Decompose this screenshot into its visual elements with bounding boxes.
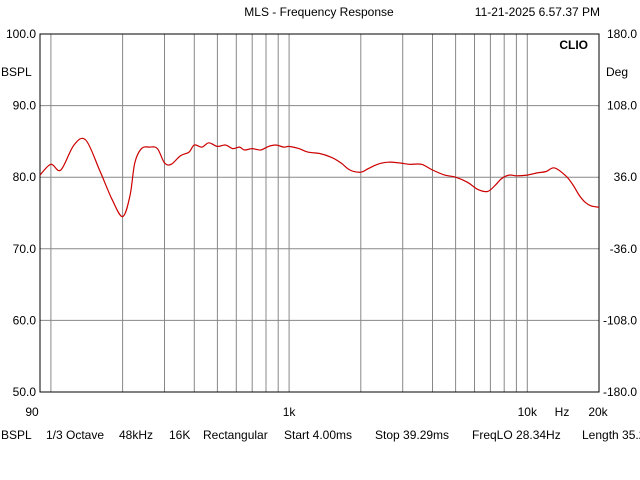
y-tick-label-left: 50.0 — [13, 385, 37, 399]
y-tick-label-right: 108.0 — [607, 99, 637, 113]
y-tick-label-right: -108.0 — [603, 313, 637, 327]
x-tick-label: 10k — [518, 405, 538, 419]
x-axis-ticks: 90 1k 10k 20k — [25, 405, 608, 419]
y-tick-label-left: 100.0 — [6, 27, 36, 41]
y-tick-label-right: 180.0 — [607, 27, 637, 41]
footer-start: Start 4.00ms — [284, 428, 353, 442]
x-tick-label: 90 — [25, 405, 39, 419]
plot-frame — [39, 33, 600, 393]
x-tick-label: 20k — [588, 405, 608, 419]
frequency-response-line — [39, 137, 600, 218]
y-tick-label-left: 80.0 — [13, 170, 37, 184]
frequency-response-chart: MLS - Frequency Response 11-21-2025 6.57… — [1, 5, 637, 419]
y-tick-label-right: -180.0 — [603, 385, 637, 399]
y-axis-right-ticks: 180.0 108.0 36.0 -36.0 -108.0 -180.0 — [603, 27, 637, 399]
y-tick-label-left: 60.0 — [13, 313, 37, 327]
footer-sample-rate: 48kHz — [119, 428, 154, 442]
plot-area[interactable] — [40, 34, 599, 392]
y-axis-right-unit: Deg — [606, 65, 628, 79]
y-tick-label-right: -36.0 — [610, 242, 638, 256]
y-tick-label-left: 90.0 — [13, 99, 37, 113]
timestamp: 11-21-2025 6.57.37 PM — [475, 5, 600, 19]
y-axis-left-unit: BSPL — [1, 65, 32, 79]
grid-lines — [40, 34, 599, 392]
footer-smoothing: 1/3 Octave — [46, 428, 105, 442]
footer-unit: BSPL — [1, 428, 32, 442]
measurement-settings-bar: BSPL 1/3 Octave 48kHz 16K Rectangular St… — [0, 428, 640, 444]
y-axis-left-ticks: 100.0 90.0 80.0 70.0 60.0 50.0 — [6, 27, 36, 399]
y-tick-label-right: 36.0 — [614, 170, 638, 184]
footer-freq-lo: FreqLO 28.34Hz — [472, 428, 561, 442]
clio-brand-label: CLIO — [559, 38, 588, 52]
y-tick-label-left: 70.0 — [13, 242, 37, 256]
footer-stop: Stop 39.29ms — [375, 428, 450, 442]
x-axis-unit: Hz — [555, 405, 570, 419]
footer-fft-size: 16K — [169, 428, 191, 442]
chart-title: MLS - Frequency Response — [244, 5, 394, 19]
x-tick-label: 1k — [283, 405, 297, 419]
footer-length: Length 35.29ms — [582, 428, 640, 442]
footer-window: Rectangular — [203, 428, 268, 442]
